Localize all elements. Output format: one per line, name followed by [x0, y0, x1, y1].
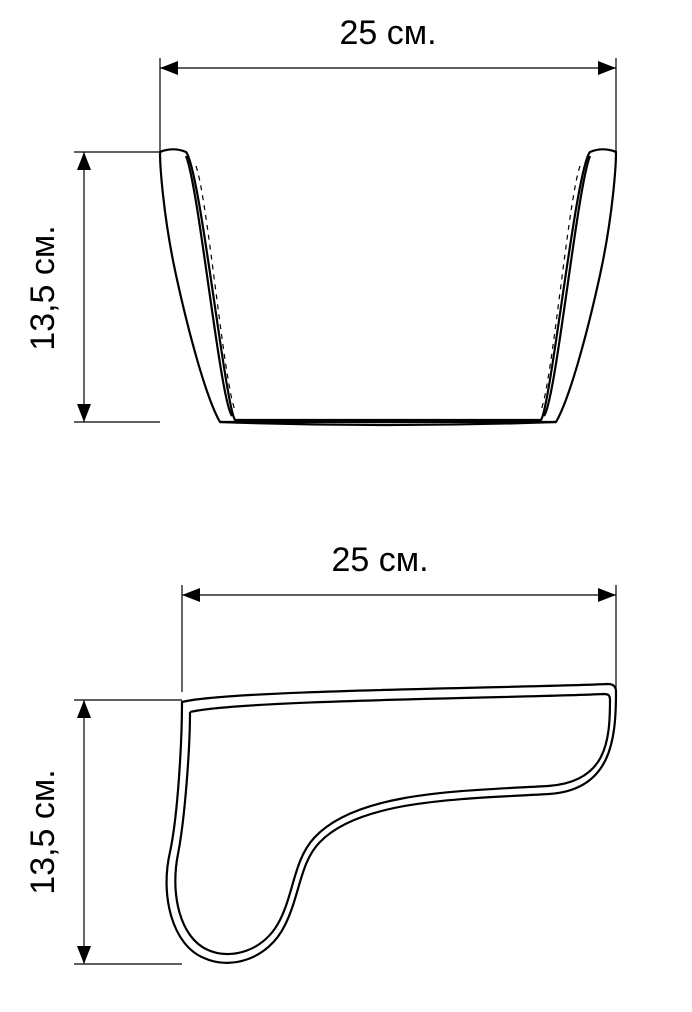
cushion-side-shape — [167, 684, 616, 963]
dim-height-top: 13,5 см. — [24, 152, 91, 422]
arrowhead-right — [598, 61, 616, 75]
dim-width-label: 25 см. — [331, 541, 428, 579]
outline — [167, 684, 616, 963]
dim-width-side: 25 см. — [182, 541, 616, 602]
arrowhead-right — [598, 588, 616, 602]
technical-drawing: 25 см. 13,5 см. 25 см. — [0, 0, 692, 1012]
arrowhead-top — [77, 700, 91, 718]
arrowhead-left — [160, 61, 178, 75]
arrowhead-top — [77, 152, 91, 170]
cushion-front-shape — [160, 149, 616, 425]
dim-height-side: 13,5 см. — [24, 700, 91, 964]
arrowhead-bottom — [77, 946, 91, 964]
dim-height-label: 13,5 см. — [24, 769, 62, 894]
dim-width-top: 25 см. — [160, 14, 616, 75]
inner-outline — [175, 694, 610, 954]
dim-height-label: 13,5 см. — [24, 225, 62, 350]
arrowhead-left — [182, 588, 200, 602]
dim-width-label: 25 см. — [339, 14, 436, 52]
top-view: 25 см. 13,5 см. — [24, 14, 616, 425]
arrowhead-bottom — [77, 404, 91, 422]
side-view: 25 см. 13,5 см. — [24, 541, 616, 964]
outline — [160, 149, 616, 422]
